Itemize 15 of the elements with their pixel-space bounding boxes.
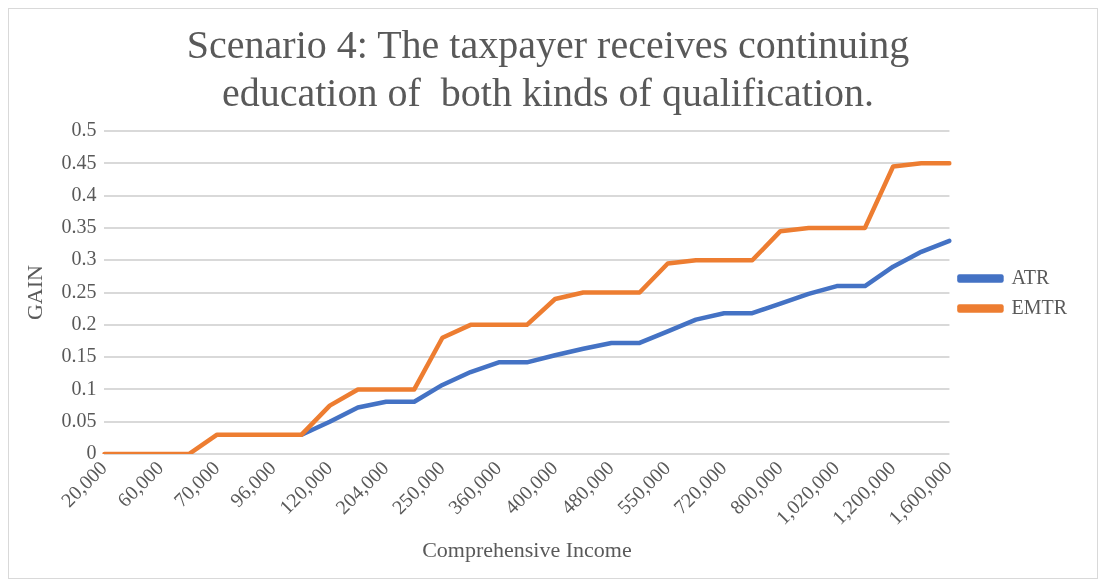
- y-tick-label: 0.35: [61, 215, 97, 238]
- y-tick-label: 0.1: [71, 376, 97, 399]
- y-axis-title: GAIN: [21, 264, 47, 321]
- y-tick-label: 0.15: [61, 344, 97, 367]
- y-tick-label: 0.3: [71, 247, 97, 270]
- y-tick-label: 0.25: [61, 279, 97, 302]
- y-tick-label: 0.5: [71, 118, 97, 141]
- legend-label: EMTR: [1011, 295, 1068, 318]
- x-axis-title: Comprehensive Income: [422, 536, 632, 562]
- y-tick-label: 0.4: [71, 182, 97, 205]
- y-tick-label: 0.2: [71, 312, 97, 335]
- y-tick-label: 0.05: [61, 409, 97, 431]
- legend-label: ATR: [1011, 265, 1050, 288]
- y-tick-label: 0.45: [61, 150, 97, 173]
- chart-title: Scenario 4: The taxpayer receives continuing education of both kinds of qualification.: [186, 21, 910, 115]
